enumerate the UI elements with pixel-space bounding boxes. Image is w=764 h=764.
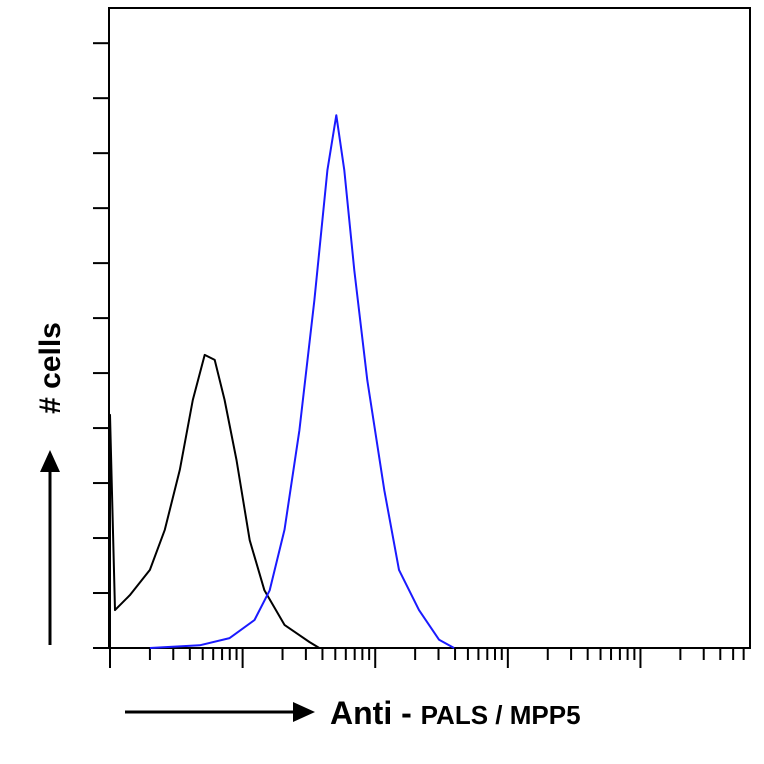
histogram-line <box>149 114 455 649</box>
y-axis-label: # cells <box>34 322 67 414</box>
y-arrowhead <box>40 450 60 472</box>
histogram-line <box>109 353 320 649</box>
plot-frame <box>108 7 751 649</box>
x-axis-label: Anti - PALS / MPP5 <box>330 695 581 731</box>
x-label-target: PALS / MPP5 <box>421 700 581 730</box>
x-label-prefix: Anti - <box>330 695 421 731</box>
x-arrowhead <box>293 702 315 722</box>
